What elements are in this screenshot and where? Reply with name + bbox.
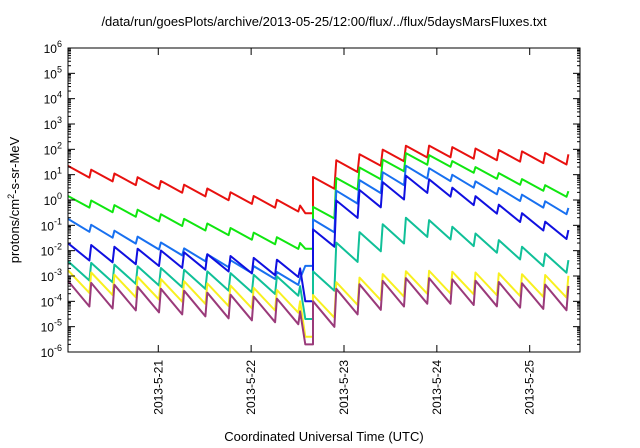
y-axis-title: protons/cm2-s-sr-MeV: [6, 136, 22, 263]
y-axis-title-suffix: -s-sr-MeV: [7, 136, 22, 193]
y-tick-label: 102: [44, 140, 62, 157]
x-tick-label: 2013-5-22: [244, 360, 258, 415]
series-line-7: [67, 277, 570, 346]
y-tick-label: 106: [44, 39, 62, 56]
y-tick-label: 101: [44, 166, 62, 183]
series-line-1: [67, 144, 570, 215]
x-tick-label: 2013-5-25: [523, 360, 537, 415]
y-axis-title-prefix: protons/cm: [7, 199, 22, 263]
y-tick-label: 10-4: [41, 292, 62, 309]
y-axis: 10-6 10-5 10-4 10-3 10-2 10-1 100 101 102 103 104 1…: [41, 39, 580, 360]
y-tick-label: 10-6: [41, 343, 62, 360]
y-tick-label: 10-2: [41, 242, 62, 259]
y-tick-label: 103: [44, 115, 62, 132]
series-layer: [67, 144, 570, 346]
x-tick-label: 2013-5-21: [151, 360, 165, 415]
y-tick-label: 100: [44, 191, 62, 208]
y-axis-title-sup: 2: [6, 194, 16, 199]
x-tick-label: 2013-5-24: [430, 360, 444, 415]
x-axis-title: Coordinated Universal Time (UTC): [224, 429, 423, 444]
series-line-3: [67, 164, 570, 286]
y-tick-label: 10-3: [41, 267, 62, 284]
y-tick-label: 10-1: [41, 216, 62, 233]
y-tick-label: 105: [44, 64, 62, 81]
y-tick-label: 10-5: [41, 318, 62, 335]
series-line-4: [67, 174, 570, 303]
chart-title: /data/run/goesPlots/archive/2013-05-25/1…: [101, 14, 547, 29]
x-axis: 2013-5-21 2013-5-22 2013-5-23 2013-5-24 2013…: [151, 48, 537, 415]
x-tick-label: 2013-5-23: [337, 360, 351, 415]
y-tick-label: 104: [44, 90, 62, 107]
